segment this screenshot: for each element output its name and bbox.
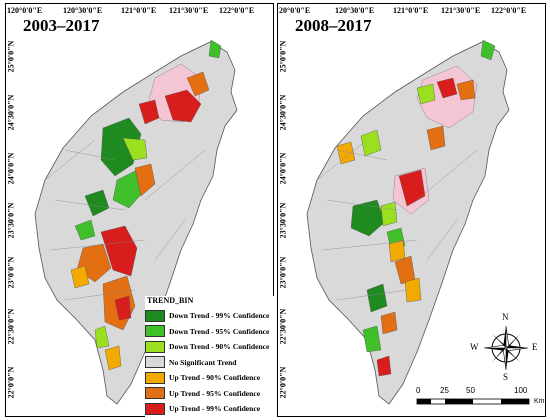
legend-item: Down Trend - 90% Confidence bbox=[145, 339, 283, 355]
lon-label: 120°30'0"E bbox=[63, 6, 103, 15]
legend-label: Down Trend - 95% Confidence bbox=[169, 326, 270, 336]
lat-label: 22°0'0"N bbox=[6, 366, 16, 399]
scale-unit: Km bbox=[534, 398, 545, 405]
legend-item: Down Trend - 99% Confidence bbox=[145, 308, 283, 324]
legend-title: TREND_BIN bbox=[147, 296, 194, 305]
scale-tick: 25 bbox=[440, 386, 449, 395]
map-frame-left bbox=[5, 3, 274, 417]
legend-item: Up Trend - 99% Confidence bbox=[145, 401, 283, 417]
compass-rose-icon: N S E W bbox=[470, 312, 538, 382]
compass-e: E bbox=[532, 342, 538, 352]
lon-label: 120°0'0"E bbox=[7, 6, 43, 15]
region-down-99-a bbox=[350, 199, 386, 237]
region-up-99-south bbox=[100, 225, 138, 277]
lat-label: 25°0'0"N bbox=[278, 40, 288, 73]
scale-tick: 50 bbox=[466, 386, 475, 395]
lon-label: 121°0'0"E bbox=[121, 6, 157, 15]
panel-title: 2003–2017 bbox=[23, 16, 100, 35]
lat-label: 25°0'0"N bbox=[6, 40, 16, 73]
legend-item: No Significant Trend bbox=[145, 355, 283, 371]
lat-label: 24°30'0"N bbox=[278, 94, 288, 131]
lat-label: 24°30'0"N bbox=[6, 94, 16, 131]
lon-label: 120°30'0"E bbox=[335, 6, 375, 15]
legend-swatch bbox=[145, 309, 165, 322]
legend-swatch bbox=[145, 325, 165, 338]
lon-label: 121°0'0"E bbox=[393, 6, 429, 15]
lon-label: 121°30'0"E bbox=[169, 6, 209, 15]
compass-n: N bbox=[502, 312, 509, 322]
region-up-99-north bbox=[164, 89, 202, 123]
scale-tick: 100 bbox=[514, 386, 528, 395]
legend-swatch bbox=[145, 387, 165, 400]
lat-label: 22°30'0"N bbox=[6, 308, 16, 345]
legend-swatch bbox=[145, 371, 165, 384]
region-up-99-north bbox=[426, 125, 446, 151]
scale-tick: 0 bbox=[416, 386, 421, 395]
lat-label: 23°30'0"N bbox=[278, 202, 288, 239]
compass-s: S bbox=[503, 372, 509, 382]
region-up-99-center bbox=[398, 169, 426, 207]
lon-label: 122°0'0"E bbox=[219, 6, 255, 15]
legend: TREND_BIN Down Trend - 99% Confidence Do… bbox=[145, 296, 283, 417]
lat-label: 22°30'0"N bbox=[278, 308, 288, 345]
legend-label: Up Trend - 99% Confidence bbox=[169, 404, 261, 414]
lat-label: 23°0'0"N bbox=[6, 256, 16, 289]
compass-w: W bbox=[470, 342, 479, 352]
lat-label: 24°0'0"N bbox=[278, 152, 288, 185]
map-panel-2003-2017: 120°0'0"E 120°30'0"E 121°0'0"E 121°30'0"… bbox=[5, 0, 283, 420]
lon-label: 121°30'0"E bbox=[441, 6, 481, 15]
legend-label: No Significant Trend bbox=[169, 357, 237, 367]
lon-label: 122°0'0"E bbox=[491, 6, 527, 15]
legend-label: Down Trend - 90% Confidence bbox=[169, 342, 270, 352]
legend-swatch bbox=[145, 356, 165, 369]
lat-label: 24°0'0"N bbox=[6, 152, 16, 185]
taiwan-island-outline bbox=[306, 41, 510, 405]
lat-label: 23°30'0"N bbox=[6, 202, 16, 239]
lon-label: 20°0'0"E bbox=[279, 6, 311, 15]
legend-swatch bbox=[145, 340, 165, 353]
lat-label: 23°0'0"N bbox=[278, 256, 288, 289]
legend-item: Up Trend - 90% Confidence bbox=[145, 370, 283, 386]
taiwan-island-outline bbox=[34, 41, 238, 405]
legend-item: Down Trend - 95% Confidence bbox=[145, 324, 283, 340]
legend-label: Up Trend - 95% Confidence bbox=[169, 388, 261, 398]
scale-bar: 0 25 50 100 Km bbox=[416, 386, 545, 416]
panel-title: 2008–2017 bbox=[295, 16, 372, 35]
lat-label: 22°0'0"N bbox=[278, 366, 288, 399]
region-down-99-a bbox=[100, 117, 142, 177]
legend-item: Up Trend - 95% Confidence bbox=[145, 386, 283, 402]
legend-label: Up Trend - 90% Confidence bbox=[169, 373, 261, 383]
legend-swatch bbox=[145, 402, 165, 415]
legend-label: Down Trend - 99% Confidence bbox=[169, 311, 270, 321]
